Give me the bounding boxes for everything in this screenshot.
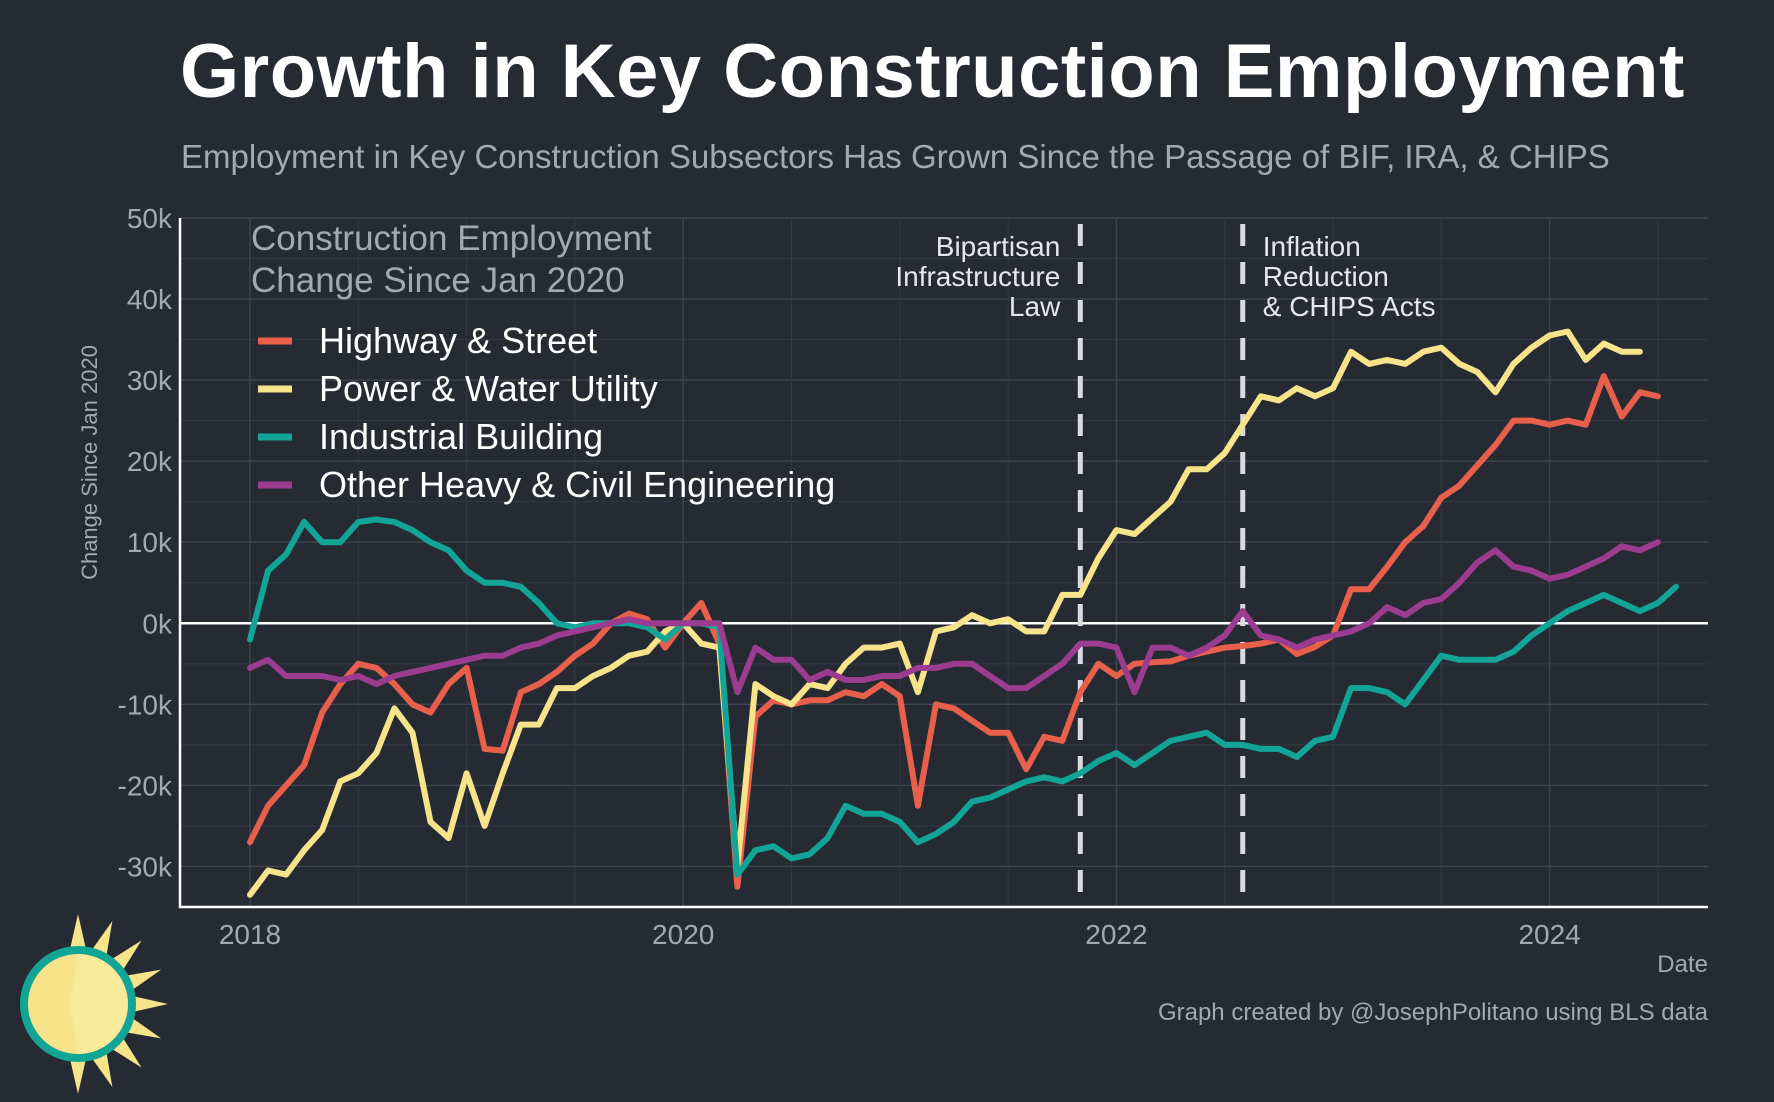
series-line	[247, 539, 1661, 696]
x-tick-label: 2024	[1518, 919, 1580, 950]
y-tick-label: -20k	[118, 770, 173, 801]
legend-title: Change Since Jan 2020	[251, 261, 625, 300]
y-tick-label: 10k	[127, 527, 173, 558]
x-tick-label: 2018	[219, 919, 281, 950]
chart-subtitle: Employment in Key Construction Subsector…	[181, 138, 1610, 175]
event-label: & CHIPS Acts	[1263, 291, 1436, 322]
event-label: Infrastructure	[895, 261, 1060, 292]
sun-logo-icon	[20, 914, 168, 1094]
legend-entry: Other Heavy & Civil Engineering	[319, 464, 835, 505]
event-label: Law	[1009, 291, 1061, 322]
sun-ray	[69, 914, 87, 953]
legend-entry: Industrial Building	[319, 416, 603, 457]
y-tick-label: 20k	[127, 446, 173, 477]
y-tick-label: 40k	[127, 284, 173, 315]
event-label: Bipartisan	[936, 231, 1061, 262]
y-tick-label: 0k	[142, 608, 173, 639]
y-tick-label: -30k	[118, 851, 173, 882]
event-label: Reduction	[1263, 261, 1389, 292]
y-tick-label: 50k	[127, 203, 173, 234]
chart-title: Growth in Key Construction Employment	[180, 29, 1685, 114]
series-line	[247, 373, 1661, 890]
y-tick-label: -10k	[118, 689, 173, 720]
series-line	[247, 328, 1643, 898]
legend-title: Construction Employment	[251, 219, 652, 258]
sun-ray	[69, 1055, 87, 1094]
source-caption: Graph created by @JosephPolitano using B…	[1157, 999, 1708, 1026]
series-line	[247, 516, 1679, 878]
x-tick-label: 2022	[1085, 919, 1147, 950]
sun-ray	[129, 995, 168, 1013]
event-label: Inflation	[1263, 231, 1361, 262]
y-tick-label: 30k	[127, 365, 173, 396]
legend-entry: Power & Water Utility	[319, 368, 658, 409]
x-tick-label: 2020	[652, 919, 714, 950]
legend-entry: Highway & Street	[319, 320, 597, 361]
grid	[180, 217, 1708, 907]
y-axis-label: Change Since Jan 2020	[77, 345, 102, 580]
x-axis-label: Date	[1657, 951, 1708, 978]
